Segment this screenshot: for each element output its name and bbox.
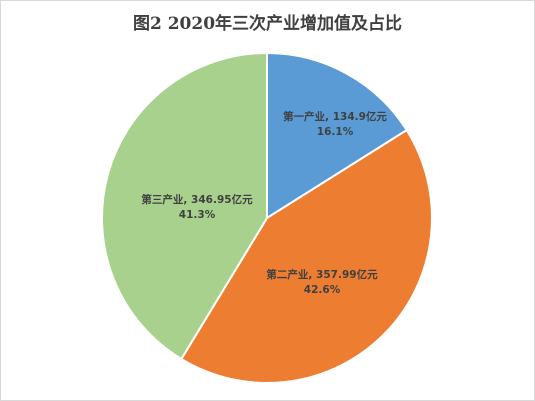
pie-slice-2	[179, 128, 433, 384]
chart-title: 图2 2020年三次产业增加值及占比	[132, 14, 403, 34]
slice-label-3: 第三产业, 346.95亿元	[141, 193, 253, 206]
slice-percent-1: 16.1%	[317, 126, 354, 138]
pie-slice-3	[101, 51, 268, 361]
slice-percent-3: 41.3%	[179, 209, 216, 221]
slice-label-1: 第一产业, 134.9亿元	[283, 110, 387, 123]
pie-slice-1	[266, 51, 409, 220]
slice-label-2: 第二产业, 357.99亿元	[266, 268, 378, 281]
slice-percent-2: 42.6%	[304, 284, 341, 296]
